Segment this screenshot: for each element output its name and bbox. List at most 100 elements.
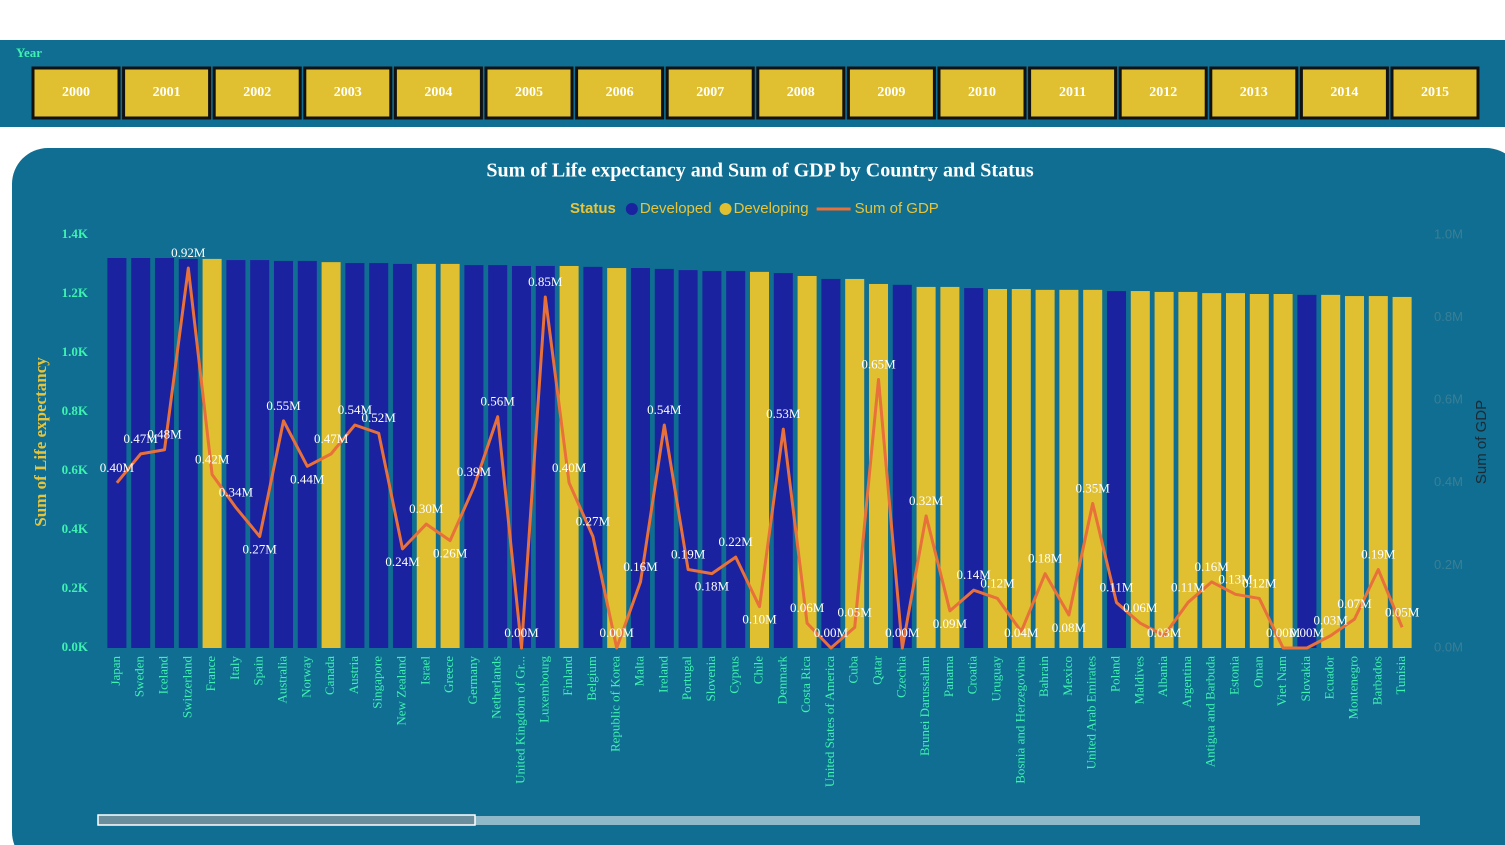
- bar: [1035, 289, 1055, 648]
- y-tick-label: 0.6K: [62, 462, 89, 477]
- x-tick-label: Chile: [750, 656, 765, 684]
- year-button-label[interactable]: 2014: [1330, 85, 1358, 100]
- scrollbar-track[interactable]: [98, 816, 1420, 825]
- x-tick-label: Sweden: [132, 656, 147, 698]
- scrollbar-thumb[interactable]: [97, 814, 476, 826]
- year-button[interactable]: [1299, 66, 1389, 120]
- bar: [464, 265, 484, 648]
- year-button[interactable]: [756, 66, 846, 120]
- year-button[interactable]: [31, 66, 121, 120]
- year-button[interactable]: [937, 66, 1027, 120]
- data-label: 0.18M: [1028, 551, 1063, 566]
- bar: [1344, 296, 1365, 648]
- year-button[interactable]: [1390, 66, 1480, 120]
- data-label: 0.03M: [1314, 613, 1349, 628]
- bar: [868, 283, 889, 648]
- bar: [416, 263, 436, 648]
- bar: [1130, 291, 1150, 648]
- bar: [749, 271, 770, 648]
- bar: [488, 265, 508, 648]
- bar: [297, 260, 317, 648]
- data-label: 0.10M: [742, 612, 777, 627]
- x-tick-label: Germany: [465, 656, 480, 705]
- bar: [1178, 291, 1198, 648]
- bar: [797, 276, 817, 648]
- legend-title: Status: [570, 200, 616, 217]
- year-button[interactable]: [846, 66, 936, 120]
- year-button[interactable]: [1118, 66, 1208, 120]
- data-label: 0.18M: [695, 579, 730, 594]
- year-button-label[interactable]: 2006: [606, 85, 634, 100]
- year-button-label[interactable]: 2011: [1059, 85, 1086, 100]
- data-label: 0.14M: [957, 567, 992, 582]
- year-button-label[interactable]: 2012: [1149, 85, 1177, 100]
- year-button[interactable]: [1028, 66, 1118, 120]
- bar: [821, 278, 841, 648]
- data-label: 0.07M: [1337, 596, 1372, 611]
- data-label: 0.22M: [719, 534, 754, 549]
- y-tick-label: 1.2K: [62, 285, 89, 300]
- x-tick-label: Denmark: [774, 656, 789, 705]
- year-button-label[interactable]: 2009: [877, 85, 905, 100]
- year-button-label[interactable]: 2007: [696, 85, 724, 100]
- bar: [1059, 289, 1079, 648]
- x-tick-label: Ecuador: [1322, 655, 1337, 699]
- data-label: 0.00M: [1266, 625, 1301, 640]
- year-button-label[interactable]: 2003: [334, 85, 362, 100]
- year-button[interactable]: [484, 66, 574, 120]
- bar: [345, 263, 365, 648]
- bar: [1106, 291, 1127, 648]
- y-tick-label: 0.0K: [62, 639, 89, 654]
- year-button-label[interactable]: 2010: [968, 85, 996, 100]
- year-button-label[interactable]: 2008: [787, 85, 815, 100]
- year-button-label[interactable]: 2013: [1240, 85, 1268, 100]
- x-tick-label: Montenegro: [1345, 656, 1360, 720]
- bar: [940, 286, 960, 648]
- y2-tick-label: 0.0M: [1434, 639, 1463, 654]
- x-tick-label: Cuba: [846, 656, 861, 684]
- y2-tick-label: 0.8M: [1434, 309, 1463, 324]
- x-tick-label: Norway: [298, 656, 313, 698]
- line: [115, 266, 1404, 650]
- y-tick-label: 0.2K: [62, 580, 89, 595]
- year-button-label[interactable]: 2002: [243, 85, 271, 100]
- year-button[interactable]: [665, 66, 755, 120]
- year-button[interactable]: [393, 66, 483, 120]
- data-label: 0.44M: [290, 471, 325, 486]
- bar: [250, 260, 270, 648]
- year-button[interactable]: [212, 66, 302, 120]
- data-label: 0.47M: [124, 431, 159, 446]
- bar: [964, 288, 984, 648]
- x-tick-label: Qatar: [869, 655, 884, 685]
- data-label: 0.11M: [1171, 580, 1205, 595]
- data-label: 0.06M: [1123, 600, 1158, 615]
- data-label: 0.19M: [671, 547, 706, 562]
- year-button-label[interactable]: 2000: [62, 85, 90, 100]
- year-button-label[interactable]: 2005: [515, 85, 543, 100]
- bar: [1083, 289, 1103, 648]
- bar: [1321, 294, 1341, 648]
- year-button-label[interactable]: 2015: [1421, 85, 1449, 100]
- year-button[interactable]: [122, 66, 212, 120]
- bar: [845, 278, 865, 648]
- year-button[interactable]: [303, 66, 393, 120]
- bar: [1249, 294, 1269, 648]
- bar: [1202, 293, 1222, 648]
- legend-label: Developing: [734, 200, 809, 217]
- bar: [607, 268, 627, 648]
- bar: [154, 258, 175, 648]
- year-button[interactable]: [1209, 66, 1299, 120]
- year-button-label[interactable]: 2001: [153, 85, 181, 100]
- y2-tick-label: 0.6M: [1434, 392, 1463, 407]
- data-label: 0.85M: [528, 274, 563, 289]
- bar: [987, 288, 1008, 648]
- y2-axis-title: Sum of GDP: [1473, 400, 1490, 484]
- x-tick-label: Spain: [251, 656, 266, 686]
- data-label: 0.65M: [861, 357, 896, 372]
- x-tick-label: Poland: [1107, 656, 1122, 693]
- year-button[interactable]: [575, 66, 665, 120]
- x-tick-label: Slovakia: [1298, 656, 1313, 702]
- year-button-label[interactable]: 2004: [424, 85, 452, 100]
